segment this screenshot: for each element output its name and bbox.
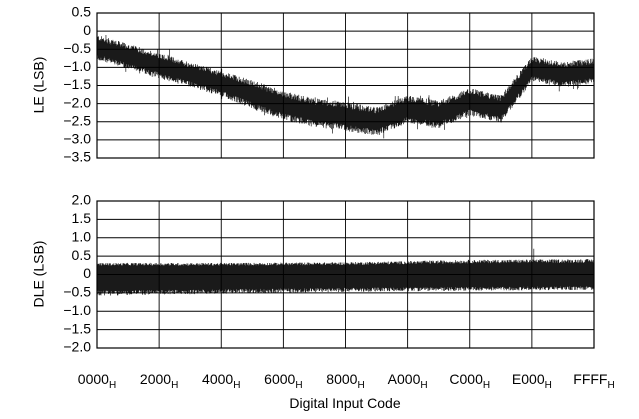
dle-y-tick-label: 0.5 xyxy=(72,247,92,263)
dle-y-tick-label: 1.0 xyxy=(72,228,92,244)
le-y-tick-label: 0 xyxy=(83,22,91,38)
le-plot: 0.5 0 −0.5 −1.0 −1.5 −2.0 −2.5 −3.0 −3.5 LE (LSB… xyxy=(31,4,595,165)
le-y-tick-label: −1.0 xyxy=(63,58,91,74)
dle-y-tick-label: −0.5 xyxy=(63,284,91,300)
le-plot-frame xyxy=(96,12,595,159)
dle-y-tick-label: −1.0 xyxy=(63,302,91,318)
dle-y-tick-label: 0 xyxy=(83,265,91,281)
le-y-tick-label: −2.0 xyxy=(63,94,91,110)
x-tick-label: 2000H xyxy=(140,371,178,391)
x-axis-label: Digital Input Code xyxy=(289,395,401,411)
le-y-tick-label: −3.5 xyxy=(63,149,91,165)
dle-y-tick-label: 2.0 xyxy=(72,192,92,208)
x-tick-label: 8000H xyxy=(326,371,364,391)
dle-y-tick-label: −2.0 xyxy=(63,339,91,355)
dle-plot-frame xyxy=(96,200,595,349)
x-tick-label: A000H xyxy=(388,371,428,391)
x-tick-label: 4000H xyxy=(202,371,240,391)
x-tick-label: E000H xyxy=(512,371,552,391)
le-y-tick-label: −0.5 xyxy=(63,40,91,56)
x-tick-label: C000H xyxy=(449,371,490,391)
dle-y-ticks: 2.0 1.5 1.0 0.5 0 −0.5 −1.0 −1.5 −2.0 xyxy=(63,192,91,355)
dle-y-tick-label: 1.5 xyxy=(72,210,92,226)
le-grid xyxy=(97,13,594,158)
dle-x-ticks: 0000H 2000H 4000H 6000H 8000H A000H C000H E000H… xyxy=(78,371,615,391)
le-y-ticks: 0.5 0 −0.5 −1.0 −1.5 −2.0 −2.5 −3.0 −3.5 xyxy=(63,4,91,165)
dle-grid xyxy=(97,201,594,348)
le-y-tick-label: 0.5 xyxy=(72,4,92,20)
le-y-tick-label: −3.0 xyxy=(63,131,91,147)
x-tick-label: 0000H xyxy=(78,371,116,391)
le-y-tick-label: −1.5 xyxy=(63,76,91,92)
x-tick-label: FFFFH xyxy=(573,371,614,391)
le-y-tick-label: −2.5 xyxy=(63,112,91,128)
dle-y-tick-label: −1.5 xyxy=(63,320,91,336)
dle-y-axis-label: DLE (LSB) xyxy=(31,241,47,308)
dle-plot: 2.01.51.00.50−0.5−1.0−1.5−2.0 DLE (LSB) … xyxy=(31,192,615,411)
x-tick-label: 6000H xyxy=(264,371,302,391)
le-y-axis-label: LE (LSB) xyxy=(31,57,47,114)
